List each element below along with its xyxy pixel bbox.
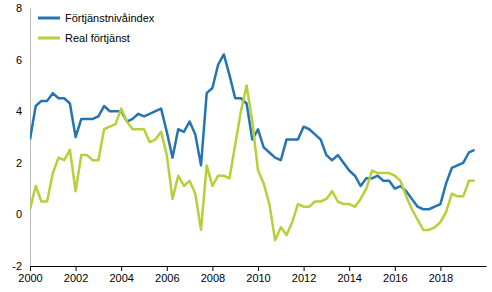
y-tick-label: 6 [16,54,22,66]
x-tick: 2012 [292,266,316,284]
legend-label: Förtjänstnivåindex [65,12,155,24]
y-tick: 6 [16,54,30,66]
x-axis: 2000 2002 2004 2006 2008 2010 2012 2014 2016 2018 [18,266,486,284]
x-tick-mark [30,266,31,271]
legend-item: Real förtjänst [38,32,130,44]
x-tick-label: 2018 [429,272,453,284]
x-tick-mark [121,266,122,271]
y-tick-label: 4 [16,105,22,117]
x-tick-label: 2014 [337,272,361,284]
y-tick-label: 2 [16,157,22,169]
x-tick-label: 2016 [383,272,407,284]
x-tick-mark [349,266,350,271]
x-tick-label: 2012 [292,272,316,284]
y-tick: 0 [16,208,30,220]
x-tick-mark [167,266,168,271]
x-tick: 2014 [337,266,361,284]
x-tick-label: 2004 [109,272,133,284]
y-tick-label: -2 [12,260,22,272]
x-tick: 2000 [18,266,42,284]
x-tick: 2004 [109,266,133,284]
x-tick-label: 2002 [64,272,88,284]
legend: Förtjänstnivåindex Real förtjänst [38,12,155,44]
legend-swatch [38,17,60,20]
x-tick-label: 2000 [18,272,42,284]
x-tick-mark [76,266,77,271]
series-line [30,85,475,240]
legend-item: Förtjänstnivåindex [38,12,155,24]
x-tick-mark [258,266,259,271]
legend-swatch [38,37,60,40]
x-tick: 2018 [429,266,453,284]
x-tick-mark [304,266,305,271]
x-tick: 2002 [64,266,88,284]
y-tick: 2 [16,157,30,169]
y-axis: -2 0 2 4 6 8 [12,2,30,272]
x-tick-mark [440,266,441,271]
plot: -202468200020022004200620082010201220142… [12,2,486,284]
y-tick: -2 [12,260,30,272]
x-tick: 2008 [201,266,225,284]
x-tick: 2010 [246,266,270,284]
x-tick: 2016 [383,266,407,284]
y-tick-label: 0 [16,208,22,220]
y-tick: 4 [16,105,30,117]
x-tick-mark [212,266,213,271]
x-tick-label: 2006 [155,272,179,284]
chart: -202468200020022004200620082010201220142… [0,0,492,292]
x-tick-label: 2010 [246,272,270,284]
x-tick-label: 2008 [201,272,225,284]
legend-label: Real förtjänst [65,32,130,44]
x-tick-mark [395,266,396,271]
lines [30,54,475,240]
y-tick: 8 [16,2,30,14]
y-tick-label: 8 [16,2,22,14]
x-tick: 2006 [155,266,179,284]
